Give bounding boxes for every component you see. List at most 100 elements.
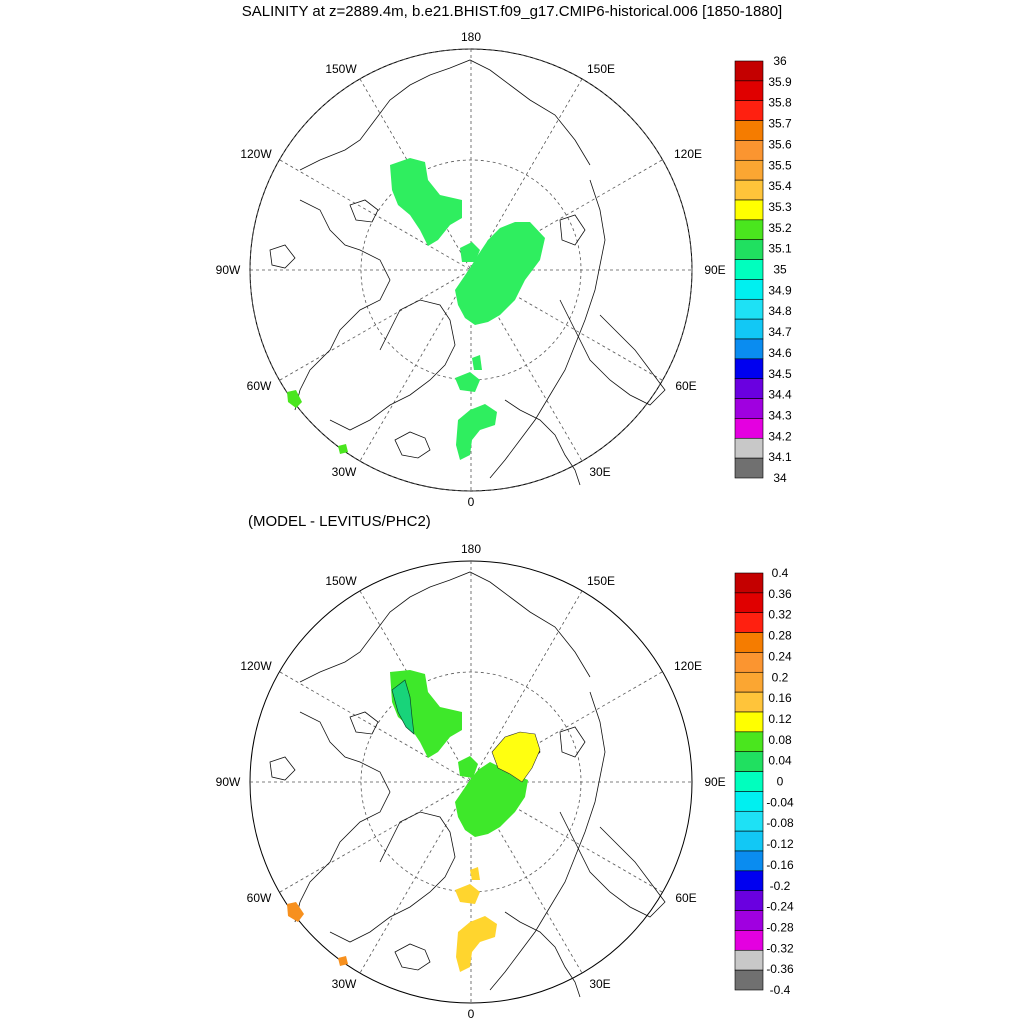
- colorbar-tick-label: 34.9: [768, 283, 792, 297]
- colorbar-swatch: [734, 338, 764, 360]
- salinity-fill: [287, 158, 545, 460]
- lon-label-60w: 60W: [247, 379, 272, 393]
- lon-label-30w: 30W: [332, 465, 357, 479]
- colorbar-tick-label: 0.24: [768, 649, 792, 663]
- colorbar-tick-label: -0.32: [766, 941, 794, 955]
- difference-fill: [287, 670, 541, 972]
- region-labrador-a: [287, 390, 302, 408]
- lon-label-60e: 60E: [675, 379, 696, 393]
- colorbar-tick-label: 36: [773, 54, 787, 68]
- lon-label-60w: 60W: [247, 891, 272, 905]
- colorbar-swatch: [734, 830, 764, 852]
- colorbar-swatch: [734, 751, 764, 772]
- lon-label-150e: 150E: [587, 574, 615, 588]
- lon-label-180: 180: [461, 30, 481, 44]
- colorbar-tick-label: 35.5: [768, 158, 792, 172]
- colorbar-tick-label: 35.6: [768, 137, 792, 151]
- latitude-circle-outer: [249, 48, 693, 492]
- lon-label-60e: 60E: [675, 891, 696, 905]
- lon-label-150w: 150W: [325, 574, 357, 588]
- colorbar-tick-label: 0.16: [768, 691, 792, 705]
- region-eurasian-yellow: [491, 731, 541, 783]
- colorbar-swatch: [734, 691, 764, 713]
- colorbar-tick-label: 35.4: [768, 179, 792, 193]
- colorbar-swatch: [734, 100, 764, 121]
- colorbar-tick-label: 0.08: [768, 733, 792, 747]
- salinity-colorbar: 36 35.9 35.8 35.7 35.6 35.5 35.4 35.3 35.2 35.1 35…: [734, 54, 792, 485]
- lon-label-180: 180: [461, 542, 481, 556]
- lon-label-90w: 90W: [216, 775, 241, 789]
- difference-subtitle: (MODEL - LEVITUS/PHC2): [248, 513, 431, 530]
- colorbar-tick-label: 35: [773, 263, 787, 277]
- colorbar-tick-label: 34.4: [768, 388, 792, 402]
- colorbar-swatch: [734, 179, 764, 201]
- coastlines: [269, 571, 666, 998]
- region-fram-b: [470, 867, 480, 880]
- lon-label-30w: 30W: [332, 977, 357, 991]
- colorbar-swatch: [734, 219, 764, 241]
- lon-label-90e: 90E: [704, 775, 725, 789]
- colorbar-swatch: [734, 298, 764, 320]
- polar-map-panel: 180 0 150W 150E 120W 120E 90W 90E 60W 60…: [216, 30, 726, 509]
- region-greenland-sea: [456, 916, 497, 972]
- colorbar-swatch: [734, 910, 764, 931]
- colorbar-tick-label: 35.3: [768, 200, 792, 214]
- colorbar-swatch: [734, 969, 764, 991]
- lon-label-90e: 90E: [704, 263, 725, 277]
- difference-map: 180 0 150W 150E 120W 120E 90W 90E 60W 60…: [216, 542, 794, 1021]
- lon-label-150w: 150W: [325, 62, 357, 76]
- region-greenland-sea: [456, 404, 497, 460]
- coastlines: [269, 59, 666, 486]
- region-labrador-b: [338, 444, 348, 454]
- colorbar-swatch: [734, 60, 764, 82]
- colorbar-swatch: [734, 711, 764, 733]
- colorbar-tick-label: -0.2: [770, 879, 791, 893]
- colorbar-tick-label: 34.7: [768, 325, 792, 339]
- colorbar-swatch: [734, 890, 764, 911]
- colorbar-swatch: [734, 791, 764, 812]
- colorbar-tick-label: 35.2: [768, 221, 792, 235]
- lon-label-30e: 30E: [589, 977, 610, 991]
- colorbar-tick-label: 0.4: [772, 566, 789, 580]
- colorbar-tick-label: 34.8: [768, 304, 792, 318]
- lon-label-120w: 120W: [240, 147, 272, 161]
- colorbar-tick-label: 0.2: [772, 670, 789, 684]
- colorbar-tick-label: -0.4: [770, 983, 791, 997]
- lon-label-120e: 120E: [674, 147, 702, 161]
- region-labrador-b: [338, 956, 348, 966]
- region-fram-a: [455, 884, 480, 904]
- region-lomonosov: [458, 756, 478, 778]
- colorbar-tick-label: 34.1: [768, 450, 792, 464]
- region-eurasian-basin: [455, 222, 545, 325]
- colorbar-swatch: [734, 457, 764, 479]
- region-lomonosov: [460, 242, 480, 262]
- colorbar-tick-label: 0.32: [768, 608, 792, 622]
- colorbar-swatch: [734, 378, 764, 399]
- colorbar-tick-label: -0.24: [766, 900, 794, 914]
- colorbar-tick-label: 0.36: [768, 587, 792, 601]
- colorbar-tick-label: 35.7: [768, 117, 792, 131]
- lon-label-0: 0: [468, 1007, 475, 1021]
- colorbar-swatch: [734, 930, 764, 951]
- lon-label-120w: 120W: [240, 659, 272, 673]
- colorbar-swatch: [734, 159, 764, 181]
- region-labrador-a: [287, 902, 304, 922]
- colorbar-swatch: [734, 140, 764, 161]
- colorbar-tick-label: 34.6: [768, 346, 792, 360]
- colorbar-tick-label: -0.12: [766, 837, 794, 851]
- difference-colorbar: 0.4 0.36 0.32 0.28 0.24 0.2 0.16 0.12 0.08 0.04 0 -…: [734, 566, 794, 997]
- colorbar-tick-label: -0.28: [766, 920, 794, 934]
- colorbar-tick-label: 34.2: [768, 429, 792, 443]
- colorbar-swatch: [734, 632, 764, 653]
- region-canada-basin-teal: [391, 679, 415, 735]
- polar-map-panel: 180 0 150W 150E 120W 120E 90W 90E 60W 60…: [216, 542, 726, 1021]
- colorbar-swatch: [734, 259, 764, 280]
- colorbar-swatch: [734, 731, 764, 753]
- colorbar-swatch: [734, 771, 764, 792]
- colorbar-tick-label: 35.8: [768, 96, 792, 110]
- colorbar-swatch: [734, 318, 764, 340]
- colorbar-swatch: [734, 592, 764, 614]
- lon-label-30e: 30E: [589, 465, 610, 479]
- colorbar-swatch: [734, 80, 764, 102]
- page-title: SALINITY at z=2889.4m, b.e21.BHIST.f09_g…: [241, 3, 783, 20]
